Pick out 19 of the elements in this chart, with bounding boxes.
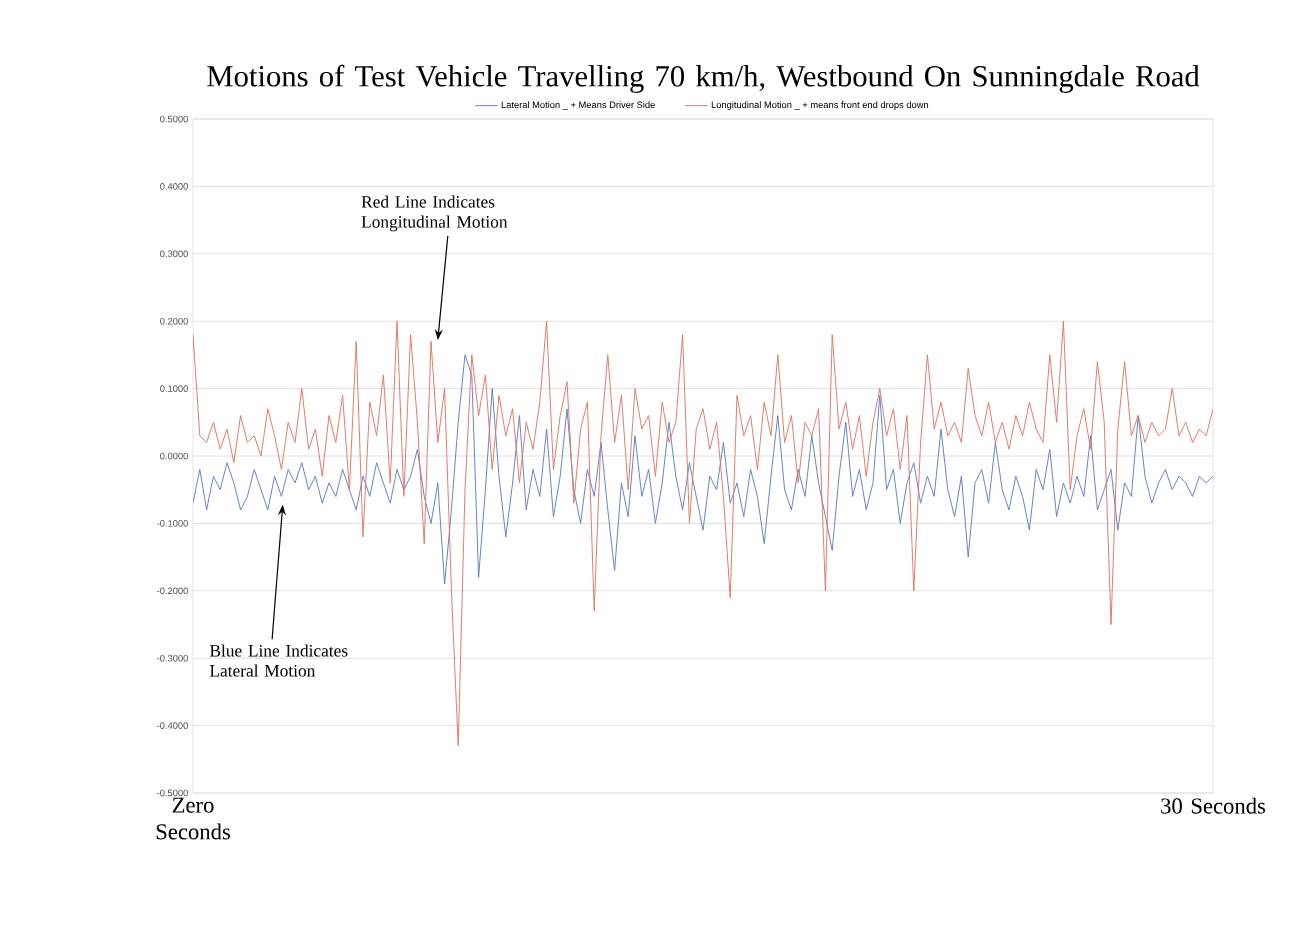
y-tick-label: -0.1000 — [157, 520, 188, 527]
y-tick-label: 0.0000 — [160, 452, 188, 460]
y-tick-label: 0.2000 — [160, 317, 188, 325]
y-tick-label: -0.3000 — [157, 654, 188, 662]
y-tick-label: 0.3000 — [160, 250, 188, 258]
annotation: Red Line Indicates Longitudinal Motion — [361, 195, 508, 232]
annotation: Blue Line Indicates Lateral Motion — [209, 644, 348, 677]
y-tick-label: 0.4000 — [160, 183, 188, 190]
chart-title: Motions of Test Vehicle Travelling 70 km/h, Westbound On Sunningdale Road — [207, 64, 1200, 93]
y-tick-label: -0.5000 — [157, 789, 188, 797]
legend-label: Lateral Motion _ + Means Driver Side — [501, 101, 655, 110]
y-tick-label: -0.2000 — [157, 587, 188, 595]
y-tick-label: 0.1000 — [160, 385, 188, 392]
y-tick-label: 0.5000 — [160, 115, 188, 123]
x-tick-label: 30 Seconds — [1161, 797, 1266, 814]
y-tick-label: -0.4000 — [157, 722, 188, 729]
line-series — [193, 320, 1214, 747]
x-tick-label: Zero Seconds — [156, 797, 230, 840]
legend-label: Longitudinal Motion _ + means front end drops down — [711, 101, 929, 110]
